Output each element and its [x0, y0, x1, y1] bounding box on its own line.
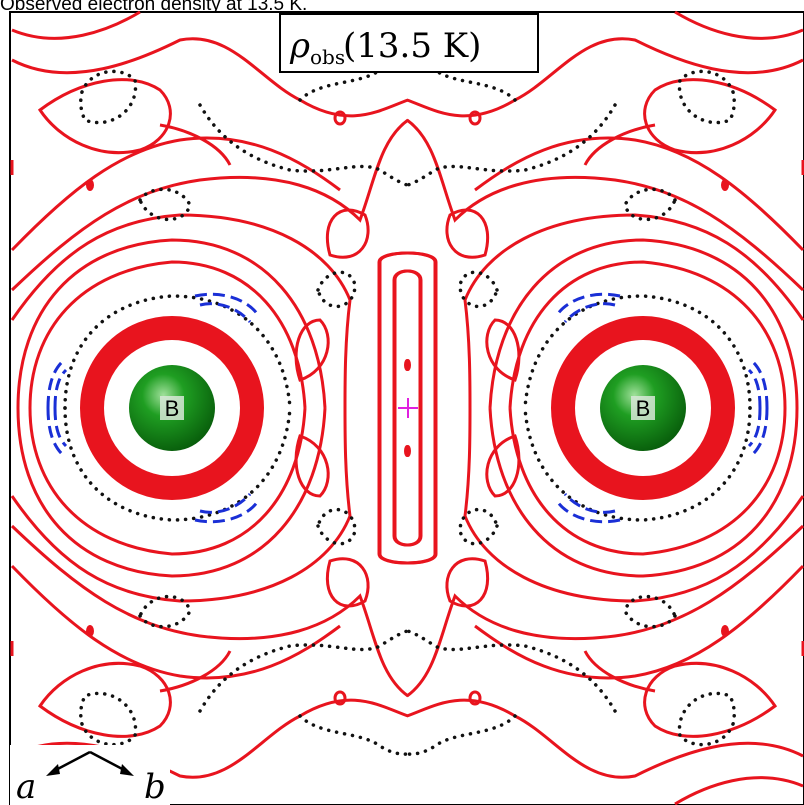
atom-label: B — [636, 396, 651, 421]
rho-subscript: obs — [310, 45, 345, 69]
axis-label: a — [16, 767, 36, 805]
axis-label: b — [144, 767, 166, 805]
rho-symbol: ρ — [289, 26, 310, 66]
lattice-axes: a b — [10, 745, 170, 805]
density-map: B B ρ obs (13.5 K) a b — [0, 0, 804, 805]
rho-condition: (13.5 K) — [343, 26, 481, 66]
atom-label: B — [165, 396, 180, 421]
legend-box: ρ obs (13.5 K) — [280, 14, 538, 72]
figure: Observed electron density at 13.5 K. — [0, 0, 804, 805]
